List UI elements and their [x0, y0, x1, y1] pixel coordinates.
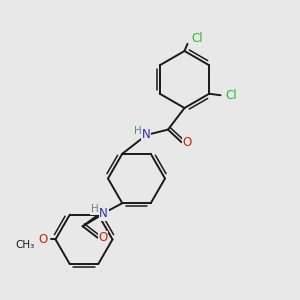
Text: N: N — [99, 207, 108, 220]
Text: O: O — [182, 136, 191, 149]
Text: Cl: Cl — [191, 32, 203, 45]
Text: O: O — [39, 233, 48, 246]
Text: H: H — [91, 204, 98, 214]
Text: CH₃: CH₃ — [15, 240, 34, 250]
Text: N: N — [142, 128, 151, 141]
Text: Cl: Cl — [226, 89, 237, 102]
Text: O: O — [98, 231, 108, 244]
Text: H: H — [134, 125, 141, 136]
